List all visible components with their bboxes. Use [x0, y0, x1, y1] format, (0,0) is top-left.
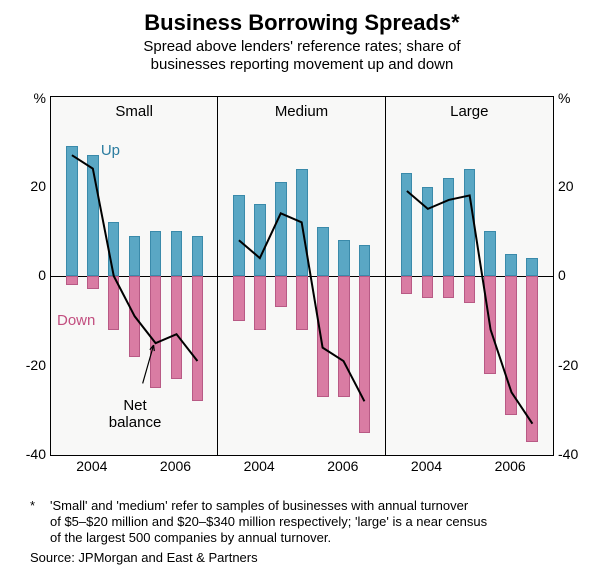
- ytick-right: -20: [558, 357, 598, 373]
- ytick-left: 0: [6, 267, 46, 283]
- ytick-left: -40: [6, 446, 46, 462]
- footnote-line-3: of the largest 500 companies by annual t…: [50, 530, 331, 546]
- chart-plot-area: SmallUpDownNetbalanceMediumLarge: [50, 96, 554, 456]
- xtick: 2004: [244, 458, 275, 474]
- panel-medium: Medium: [218, 97, 385, 455]
- y-unit-right: %: [558, 90, 598, 106]
- footnote-line-1: 'Small' and 'medium' refer to samples of…: [50, 498, 468, 514]
- ytick-left: 20: [6, 178, 46, 194]
- chart-title: Business Borrowing Spreads*: [0, 0, 604, 36]
- net-balance-line: [218, 97, 384, 455]
- footnote-line-2: of $5–$20 million and $20–$340 million r…: [50, 514, 487, 530]
- subtitle-line-2: businesses reporting movement up and dow…: [151, 56, 454, 73]
- xtick: 2006: [160, 458, 191, 474]
- source-line: Source: JPMorgan and East & Partners: [30, 550, 258, 566]
- chart-container: { "title": "Business Borrowing Spreads*"…: [0, 0, 604, 586]
- ytick-left: -20: [6, 357, 46, 373]
- ytick-right: -40: [558, 446, 598, 462]
- footnote-star: *: [30, 498, 35, 514]
- xtick: 2004: [411, 458, 442, 474]
- arrow-net-balance: [51, 97, 217, 455]
- net-balance-line: [386, 97, 553, 455]
- ytick-right: 0: [558, 267, 598, 283]
- panel-large: Large: [386, 97, 553, 455]
- chart-subtitle: Spread above lenders' reference rates; s…: [0, 38, 604, 74]
- xtick: 2006: [495, 458, 526, 474]
- y-unit-left: %: [6, 90, 46, 106]
- panel-small: SmallUpDownNetbalance: [51, 97, 218, 455]
- xtick: 2006: [327, 458, 358, 474]
- ytick-right: 20: [558, 178, 598, 194]
- subtitle-line-1: Spread above lenders' reference rates; s…: [143, 38, 460, 55]
- xtick: 2004: [76, 458, 107, 474]
